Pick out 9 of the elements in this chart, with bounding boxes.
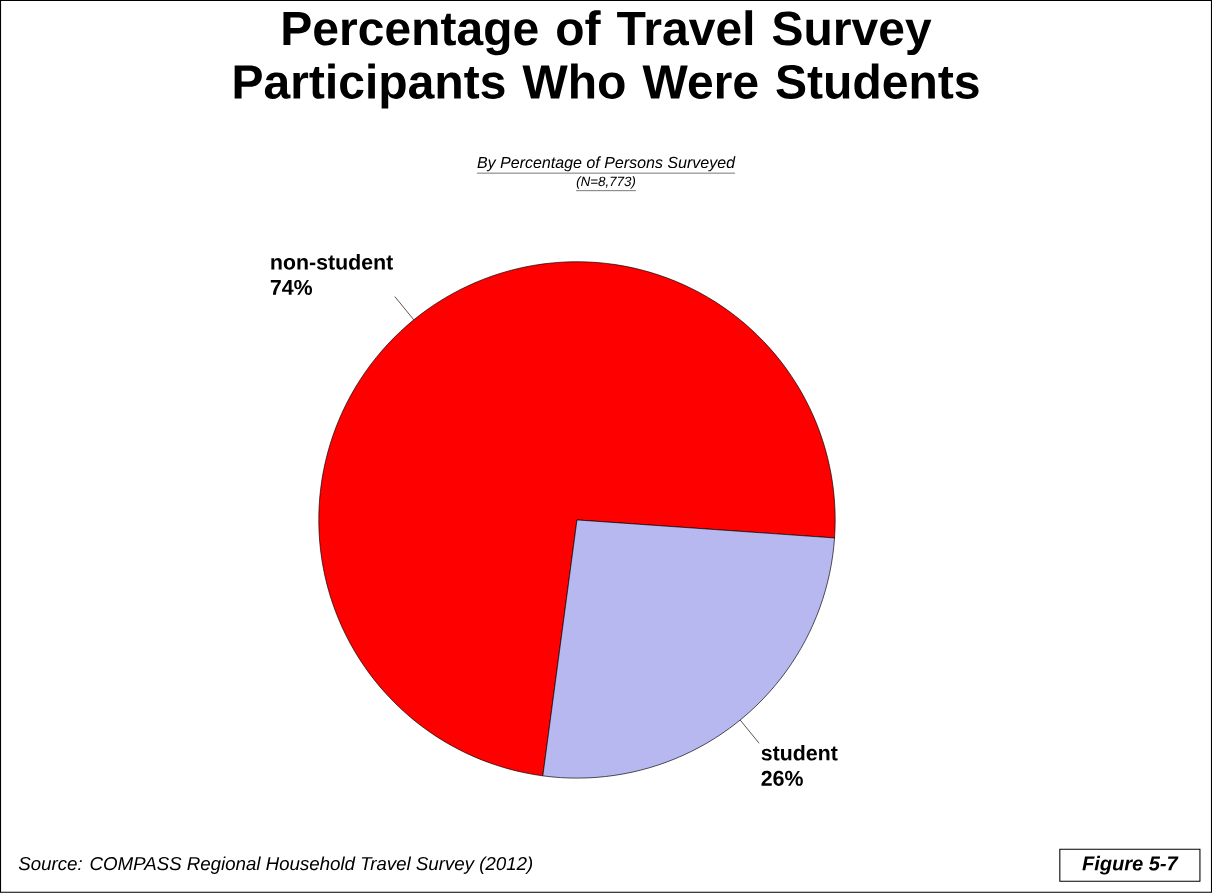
data-label: 26% bbox=[761, 770, 803, 787]
chart-subtitle: By Percentage of Persons Surveyed bbox=[477, 156, 736, 172]
source-note: Source: COMPASS Regional Household Travel Survey (2012) bbox=[18, 856, 533, 875]
text: (N=8,773) bbox=[576, 176, 636, 189]
chart-title: Percentage of Travel Survey Participants Who Were Students bbox=[234, 10, 979, 109]
data-label: 74% bbox=[270, 280, 313, 296]
slice-label: non-student bbox=[271, 254, 393, 270]
caption: Figure 5-7 bbox=[1082, 855, 1179, 875]
slice-label: student bbox=[761, 745, 838, 761]
